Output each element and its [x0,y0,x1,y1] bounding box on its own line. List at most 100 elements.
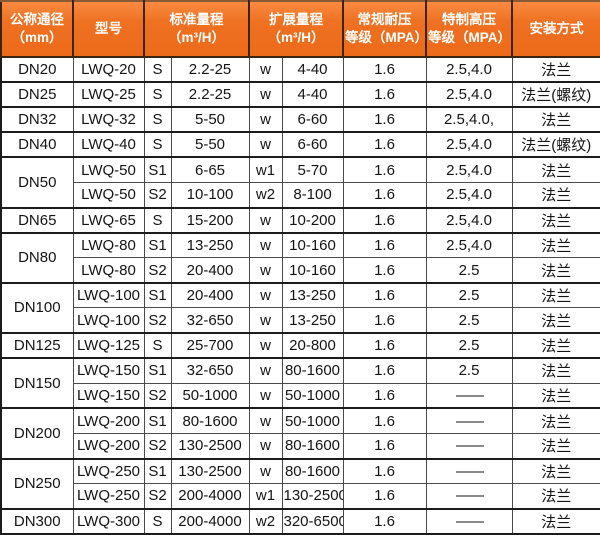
cell-nominal-diameter: DN50 [0,156,74,209]
cell-special-pressure: 2.5,4.0, [425,106,513,133]
header-model: 型号 [72,0,145,58]
cell-ext-range: 10-160 [281,231,344,259]
cell-special-pressure: —— [425,507,513,535]
cell-std-code: S [143,206,172,234]
header-standard-range: 标准量程 （m³/H） [143,0,250,58]
cell-install: 法兰 [511,156,600,183]
cell-model: LWQ-100 [72,281,145,309]
cell-std-range: 10-100 [170,181,250,209]
cell-special-pressure: 2.5,4.0 [425,181,513,209]
cell-ext-range: 80-1600 [281,357,344,384]
cell-install: 法兰 [511,181,600,209]
cell-std-range: 2.2-25 [170,55,250,83]
cell-std-range: 2.2-25 [170,81,250,108]
cell-ext-range: 5-70 [281,156,344,183]
cell-ext-range: 130-2500 [281,483,344,510]
cell-install: 法兰 [511,307,600,334]
cell-model: LWQ-20 [72,55,145,83]
cell-std-range: 80-1600 [170,407,250,434]
cell-nominal-diameter: DN150 [0,357,74,409]
cell-install: 法兰 [511,457,600,485]
cell-model: LWQ-65 [72,206,145,234]
cell-ext-code: w [248,206,283,234]
cell-std-code: S [143,332,172,359]
table-row: LWQ-50 S2 10-100 w2 8-100 1.6 2.5,4.0 法兰 [1,181,600,209]
cell-std-code: S1 [143,156,172,183]
cell-normal-pressure: 1.6 [342,281,427,309]
table-row: DN25 LWQ-25 S 2.2-25 w 4-40 1.6 2.5,4.0 … [0,81,600,108]
cell-nominal-diameter: DN32 [0,106,74,133]
cell-normal-pressure: 1.6 [342,483,427,510]
cell-model: LWQ-25 [72,81,145,108]
header-install-method: 安装方式 [511,0,600,58]
cell-std-code: S [143,106,172,133]
cell-std-code: S2 [143,181,172,209]
cell-model: LWQ-40 [72,131,145,158]
cell-ext-code: w [248,131,283,158]
cell-install: 法兰 [511,231,600,259]
cell-ext-code: w1 [248,156,283,183]
cell-std-code: S1 [143,457,172,485]
cell-std-range: 25-700 [170,332,250,359]
cell-install: 法兰(螺纹) [511,131,600,158]
cell-normal-pressure: 1.6 [342,432,427,460]
cell-std-code: S2 [143,307,172,334]
cell-model: LWQ-300 [72,507,145,535]
cell-nominal-diameter: DN100 [0,281,74,334]
header-extended-range: 扩展量程 （m³/H） [248,0,344,58]
cell-model: LWQ-200 [72,407,145,434]
cell-ext-range: 10-160 [281,257,344,284]
cell-nominal-diameter: DN20 [0,55,74,83]
cell-install: 法兰 [511,432,600,460]
cell-special-pressure: —— [425,432,513,460]
cell-std-range: 32-650 [170,307,250,334]
cell-normal-pressure: 1.6 [342,231,427,259]
cell-std-code: S [143,131,172,158]
cell-std-range: 5-50 [170,106,250,133]
cell-special-pressure: 2.5,4.0 [425,231,513,259]
cell-normal-pressure: 1.6 [342,407,427,434]
cell-ext-range: 10-200 [281,206,344,234]
cell-install: 法兰(螺纹) [511,81,600,108]
cell-ext-range: 13-250 [281,307,344,334]
cell-ext-range: 80-1600 [281,432,344,460]
cell-std-code: S2 [143,432,172,460]
cell-nominal-diameter: DN25 [0,81,74,108]
cell-normal-pressure: 1.6 [342,181,427,209]
cell-model: LWQ-50 [72,156,145,183]
cell-std-code: S [143,507,172,535]
table-row: LWQ-250 S2 200-4000 w1 130-2500 1.6 —— 法… [1,483,600,510]
cell-ext-range: 50-1000 [281,382,344,409]
cell-install: 法兰 [511,257,600,284]
cell-std-code: S1 [143,231,172,259]
table-row: DN65 LWQ-65 S 15-200 w 10-200 1.6 2.5,4.… [0,206,600,234]
table-row: LWQ-200 S2 130-2500 w 80-1600 1.6 —— 法兰 [1,432,600,460]
cell-std-range: 130-2500 [170,457,250,485]
cell-ext-code: w [248,55,283,83]
cell-install: 法兰 [511,206,600,234]
cell-nominal-diameter: DN125 [0,332,74,359]
cell-special-pressure: 2.5,4.0 [425,156,513,183]
cell-special-pressure: —— [425,457,513,485]
cell-std-range: 13-250 [170,231,250,259]
cell-ext-code: w [248,357,283,384]
cell-model: LWQ-125 [72,332,145,359]
cell-ext-range: 20-800 [281,332,344,359]
cell-normal-pressure: 1.6 [342,507,427,535]
table-row: DN300 LWQ-300 S 200-4000 w2 320-6500 1.6… [0,507,600,535]
cell-special-pressure: —— [425,407,513,434]
cell-normal-pressure: 1.6 [342,457,427,485]
cell-special-pressure: 2.5 [425,281,513,309]
cell-ext-range: 4-40 [281,55,344,83]
cell-std-range: 130-2500 [170,432,250,460]
cell-ext-code: w [248,106,283,133]
table-row: DN250 LWQ-250 S1 130-2500 w 80-1600 1.6 … [0,457,600,510]
cell-std-code: S [143,81,172,108]
cell-nominal-diameter: DN40 [0,131,74,158]
cell-ext-range: 4-40 [281,81,344,108]
cell-std-range: 15-200 [170,206,250,234]
cell-special-pressure: 2.5 [425,307,513,334]
cell-ext-code: w2 [248,507,283,535]
cell-special-pressure: 2.5 [425,332,513,359]
cell-std-code: S2 [143,382,172,409]
